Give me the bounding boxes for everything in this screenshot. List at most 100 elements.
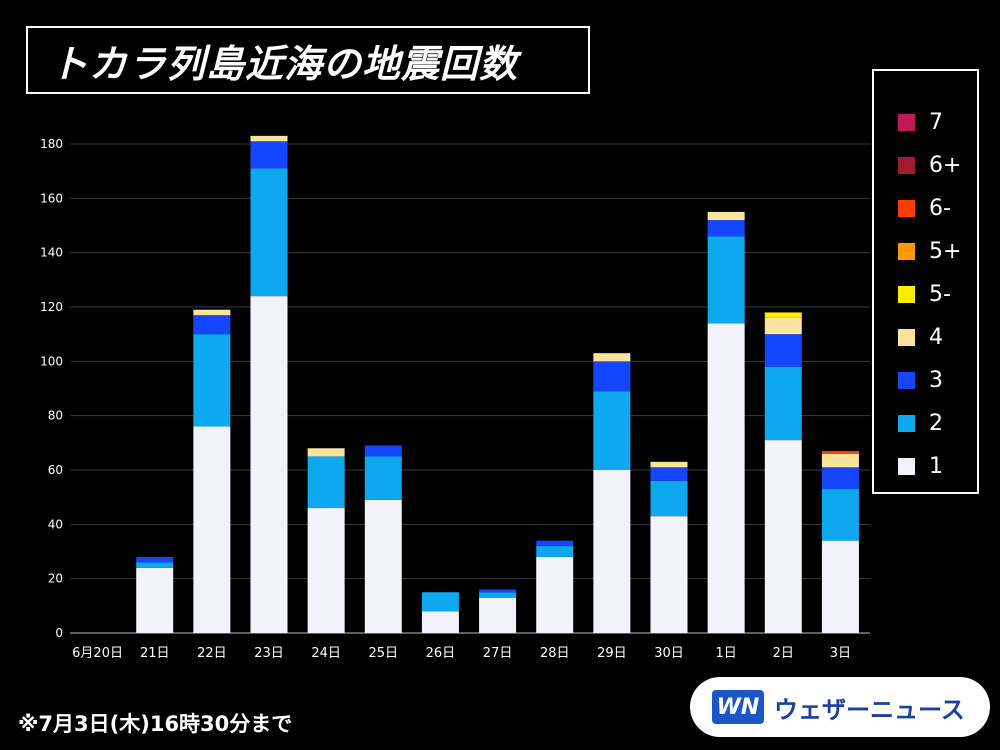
x-tick-label: 26日 xyxy=(426,646,456,661)
bar-segment xyxy=(821,453,859,468)
legend-swatch xyxy=(898,415,915,432)
legend-label: 7 xyxy=(929,110,943,135)
bar-segment xyxy=(250,168,288,297)
bar-segment xyxy=(593,391,631,470)
x-tick-label: 29日 xyxy=(597,646,627,661)
bar-segment xyxy=(593,361,631,392)
y-tick-label: 180 xyxy=(40,137,63,151)
bar-segment xyxy=(821,540,859,633)
bar-segment xyxy=(764,334,802,367)
bar-segment xyxy=(536,556,574,633)
legend-item: 6- xyxy=(898,187,977,230)
bar-segment xyxy=(307,448,345,457)
x-tick-label: 28日 xyxy=(540,646,570,661)
y-tick-label: 120 xyxy=(40,300,63,314)
y-tick-label: 160 xyxy=(40,191,63,205)
bar-segment xyxy=(707,220,745,237)
legend-swatch xyxy=(898,114,915,131)
legend-label: 5- xyxy=(929,282,951,307)
legend-item: 1 xyxy=(898,445,977,488)
x-tick-label: 22日 xyxy=(197,646,227,661)
legend-item: 7 xyxy=(898,101,977,144)
bar-segment xyxy=(593,470,631,633)
bar-segment xyxy=(821,450,859,454)
legend-label: 6- xyxy=(929,196,951,221)
bar-segment xyxy=(821,489,859,541)
legend-item: 2 xyxy=(898,402,977,445)
bar-segment xyxy=(307,508,345,633)
bar-segment xyxy=(707,236,745,324)
bar-segment xyxy=(364,456,402,500)
bar-segment xyxy=(479,597,517,633)
brand-badge: WN ウェザーニュース xyxy=(690,677,990,737)
bar-segment xyxy=(650,480,688,517)
x-tick-label: 27日 xyxy=(483,646,513,661)
bar-segment xyxy=(193,426,231,633)
legend-label: 1 xyxy=(929,454,943,479)
bar-segment xyxy=(650,467,688,481)
bar-segment xyxy=(364,499,402,633)
x-tick-label: 25日 xyxy=(369,646,399,661)
bar-segment xyxy=(764,366,802,441)
legend: 7 6+ 6- 5+ 5- 4 3 2 1 xyxy=(872,69,979,494)
footnote: ※7月3日(木)16時30分まで xyxy=(18,712,293,736)
legend-item: 4 xyxy=(898,316,977,359)
bar-segment xyxy=(479,592,517,598)
x-tick-label: 1日 xyxy=(716,646,737,661)
bar-segment xyxy=(593,353,631,362)
bar-segment xyxy=(136,567,174,633)
legend-swatch xyxy=(898,329,915,346)
bar-segment xyxy=(250,296,288,633)
bar-segment xyxy=(707,323,745,633)
title-box: トカラ列島近海の地震回数 xyxy=(26,26,590,94)
bar-segment xyxy=(193,334,231,427)
legend-swatch xyxy=(898,372,915,389)
legend-label: 4 xyxy=(929,325,943,350)
legend-label: 2 xyxy=(929,411,943,436)
bar-segment xyxy=(307,456,345,509)
bar-segment xyxy=(536,540,574,547)
bar-segment xyxy=(650,461,688,468)
y-tick-label: 100 xyxy=(40,354,63,368)
legend-swatch xyxy=(898,286,915,303)
bar-segment xyxy=(764,317,802,335)
bar-segment xyxy=(707,211,745,221)
y-tick-label: 0 xyxy=(55,626,63,640)
bar-segment xyxy=(193,315,231,335)
x-tick-label: 6月20日 xyxy=(72,646,123,661)
legend-swatch xyxy=(898,458,915,475)
bar-segment xyxy=(821,467,859,490)
legend-item: 6+ xyxy=(898,144,977,187)
bar-segment xyxy=(250,141,288,169)
x-tick-label: 30日 xyxy=(654,646,684,661)
x-tick-label: 21日 xyxy=(140,646,170,661)
y-tick-label: 60 xyxy=(48,463,63,477)
y-tick-label: 80 xyxy=(48,409,63,423)
bar-segment xyxy=(136,556,174,563)
x-tick-label: 24日 xyxy=(311,646,341,661)
x-tick-label: 23日 xyxy=(254,646,284,661)
legend-label: 3 xyxy=(929,368,943,393)
y-tick-label: 40 xyxy=(48,517,63,531)
brand-name: ウェザーニュース xyxy=(774,695,965,724)
legend-swatch xyxy=(898,200,915,217)
bar-segment xyxy=(479,589,517,593)
bar-segment xyxy=(250,135,288,142)
x-tick-label: 2日 xyxy=(773,646,794,661)
legend-label: 6+ xyxy=(929,153,962,178)
bar-segment xyxy=(764,440,802,633)
y-tick-label: 20 xyxy=(48,572,63,586)
brand-logo: WN xyxy=(712,690,764,724)
legend-item: 5+ xyxy=(898,230,977,273)
bar-segment xyxy=(136,562,174,568)
chart-title: トカラ列島近海の地震回数 xyxy=(50,41,519,86)
legend-swatch xyxy=(898,243,915,260)
legend-item: 3 xyxy=(898,359,977,402)
x-tick-label: 3日 xyxy=(830,646,851,661)
bar-segment xyxy=(193,309,231,316)
bar-segment xyxy=(421,592,459,612)
legend-item: 5- xyxy=(898,273,977,316)
bar-segment xyxy=(650,516,688,633)
legend-swatch xyxy=(898,157,915,174)
